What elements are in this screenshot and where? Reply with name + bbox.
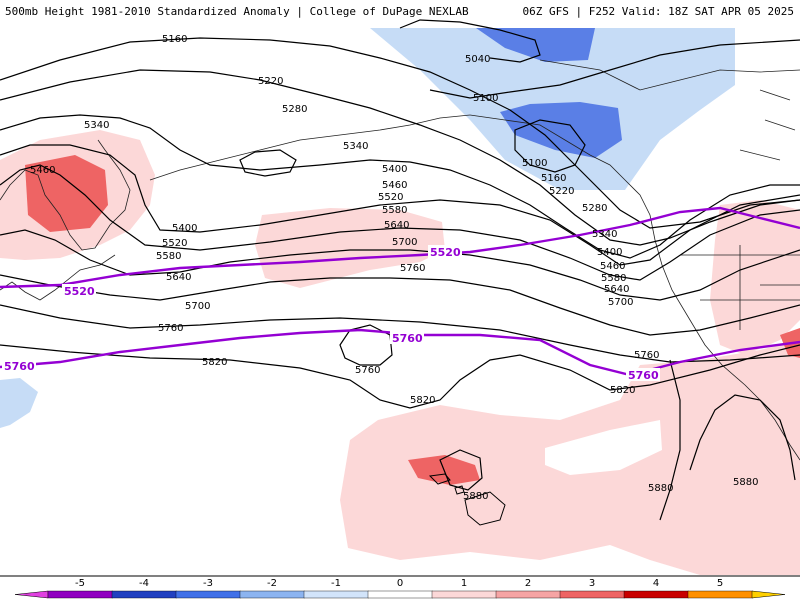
contour-label-5640-b: 5640	[166, 272, 191, 283]
contour-label-5100: 5100	[473, 93, 498, 104]
colorbar-tick: 5	[717, 578, 723, 589]
colorbar-segment	[239, 590, 305, 599]
contour-label-5400-c: 5400	[597, 247, 622, 258]
contour-label-5160-b: 5160	[541, 173, 566, 184]
colorbar-tick: -1	[331, 578, 341, 589]
colorbar: -5 -4 -3 -2 -1 0 1 2 3 4 5	[0, 575, 800, 599]
contour-label-5880-c: 5880	[733, 477, 758, 488]
colorbar-tick: 2	[525, 578, 531, 589]
contour-label-5700-b: 5700	[185, 301, 210, 312]
colorbar-segment	[303, 590, 369, 599]
colorbar-ticks: -5 -4 -3 -2 -1 0 1 2 3 4 5	[75, 578, 723, 589]
contour-label-5460-b: 5460	[382, 180, 407, 191]
colorbar-segment	[367, 590, 433, 599]
contour-label-5340-b: 5340	[343, 141, 368, 152]
contour-label-5400-b: 5400	[172, 223, 197, 234]
colorbar-segment	[495, 590, 561, 599]
colorbar-segment	[623, 590, 689, 599]
coastlines	[0, 59, 800, 461]
contour-label-5640-c: 5640	[604, 284, 629, 295]
hawaii-islands	[428, 473, 506, 526]
colorbar-segment	[111, 590, 177, 599]
contour-label-5760: 5760	[158, 323, 183, 334]
colorbar-segment	[47, 590, 113, 599]
colorbar-tick: 4	[653, 578, 659, 589]
contour-label-5880-b: 5880	[648, 483, 673, 494]
climo-label-5760-c: 5760	[628, 369, 659, 382]
colorbar-tick: 1	[461, 578, 467, 589]
contour-label-5340-c: 5340	[592, 229, 617, 240]
colorbar-segments	[14, 590, 786, 599]
colorbar-segment	[687, 590, 753, 599]
contour-label-5700: 5700	[392, 237, 417, 248]
contour-label-5220-b: 5220	[549, 186, 574, 197]
contour-label-5280: 5280	[282, 104, 307, 115]
contour-label-5400: 5400	[382, 164, 407, 175]
height-contours	[0, 19, 800, 521]
colorbar-tick: -2	[267, 578, 277, 589]
contour-labels: 5160 5220 5280 5340 5340 5460 5400 5460 …	[30, 34, 758, 502]
climo-label-5520: 5520	[64, 285, 95, 298]
colorbar-tick: 0	[397, 578, 403, 589]
colorbar-segment	[559, 590, 625, 599]
climo-label-5520-b: 5520	[430, 246, 461, 259]
colorbar-tick: -5	[75, 578, 85, 589]
contour-label-5760-b: 5760	[400, 263, 425, 274]
contour-label-5820-c: 5820	[610, 385, 635, 396]
colorbar-tick: -3	[203, 578, 213, 589]
contour-label-5820: 5820	[202, 357, 227, 368]
contour-label-5220: 5220	[258, 76, 283, 87]
contour-label-5580-c: 5580	[601, 273, 626, 284]
map-title: 500mb Height 1981-2010 Standardized Anom…	[5, 5, 469, 18]
contour-label-5100-b: 5100	[522, 158, 547, 169]
contour-label-5160: 5160	[162, 34, 187, 45]
model-run-info: 06Z GFS | F252 Valid: 18Z SAT APR 05 202…	[522, 5, 794, 18]
colorbar-tick: 3	[589, 578, 595, 589]
contour-label-5520: 5520	[378, 192, 403, 203]
contour-label-5640: 5640	[384, 220, 409, 231]
contour-label-5820-b: 5820	[410, 395, 435, 406]
contour-label-5580-b: 5580	[156, 251, 181, 262]
contour-label-5280-b: 5280	[582, 203, 607, 214]
climo-label-5760: 5760	[4, 360, 35, 373]
contour-label-5520-b: 5520	[162, 238, 187, 249]
climo-label-5760-b: 5760	[392, 332, 423, 345]
contour-label-5580: 5580	[382, 205, 407, 216]
contour-label-5700-c: 5700	[608, 297, 633, 308]
contour-label-5460: 5460	[30, 165, 55, 176]
colorbar-arrow-left	[14, 590, 49, 599]
colorbar-arrow-right	[751, 590, 786, 599]
colorbar-segment	[431, 590, 497, 599]
contour-label-5760-d: 5760	[634, 350, 659, 361]
contour-label-5340: 5340	[84, 120, 109, 131]
negative-anomaly-shading	[0, 28, 735, 428]
contour-label-5760-c: 5760	[355, 365, 380, 376]
colorbar-tick: -4	[139, 578, 149, 589]
colorbar-segment	[175, 590, 241, 599]
contour-label-5040: 5040	[465, 54, 490, 65]
contour-label-5880: 5880	[463, 491, 488, 502]
contour-label-5460-c: 5460	[600, 261, 625, 272]
climatology-labels: 5520 5520 5760 5760 5760	[2, 245, 660, 382]
